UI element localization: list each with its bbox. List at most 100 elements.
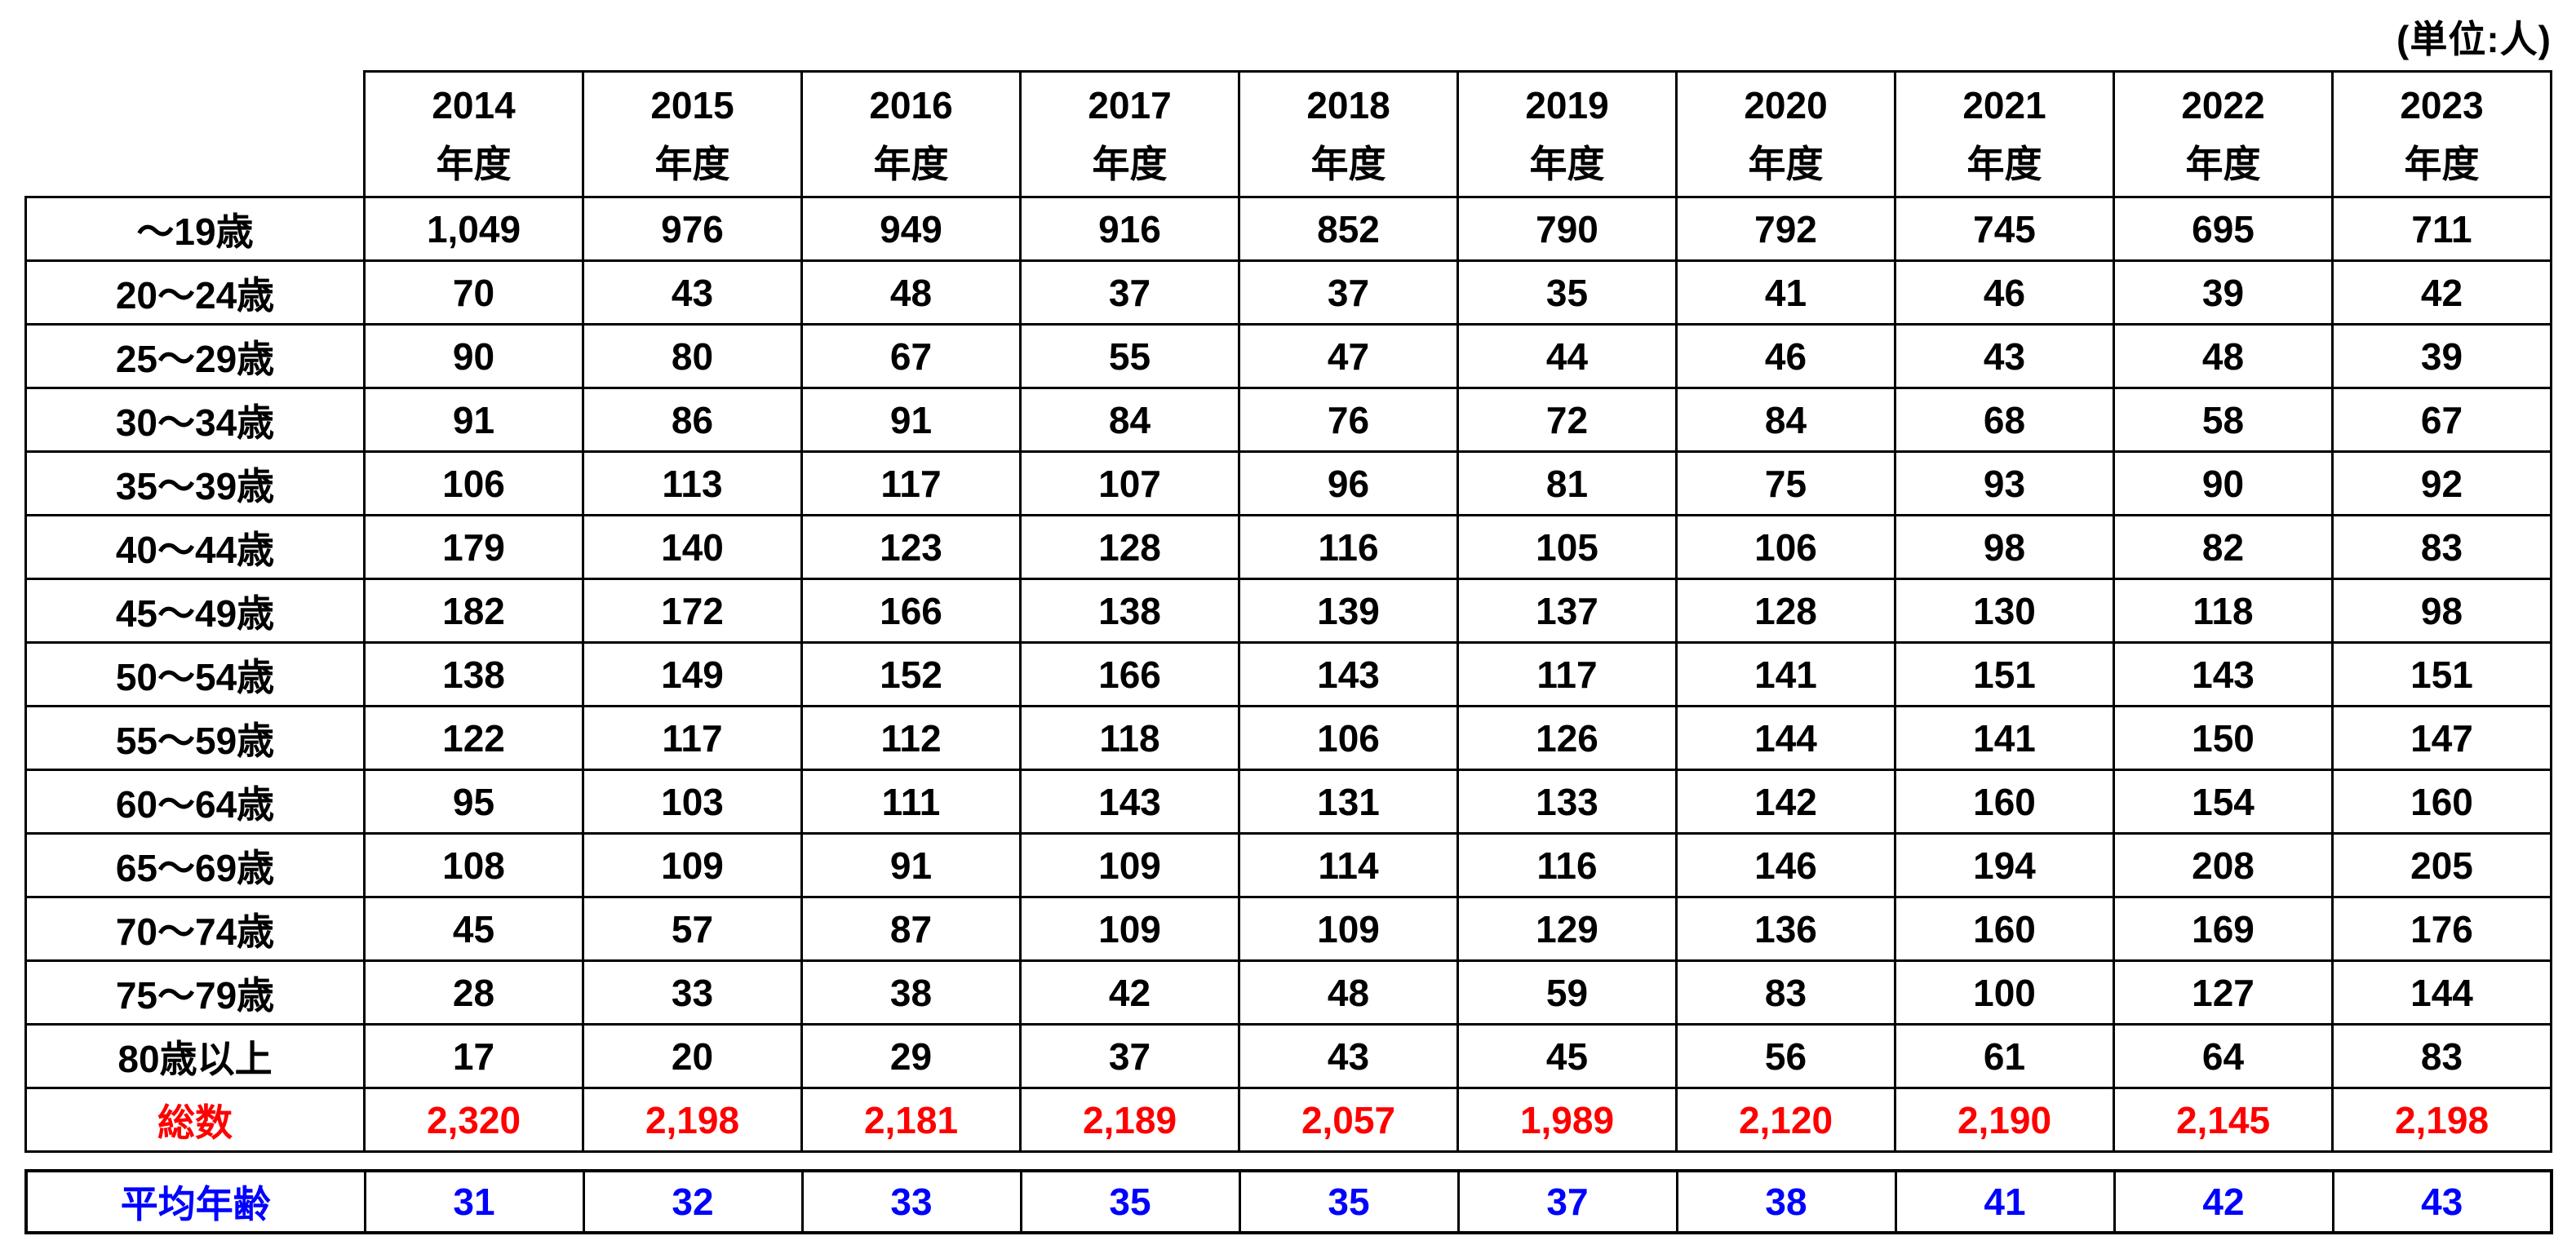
table-cell: 160 bbox=[1894, 769, 2115, 835]
table-cell: 105 bbox=[1456, 514, 1678, 580]
row-label: 20〜24歳 bbox=[24, 259, 366, 326]
table-cell: 144 bbox=[2331, 959, 2552, 1026]
table-cell: 41 bbox=[1894, 1169, 2116, 1234]
table-cell: 109 bbox=[1019, 896, 1240, 962]
col-header-suffix: 年度 bbox=[654, 142, 730, 185]
table-cell: 83 bbox=[2331, 1023, 2552, 1089]
col-header-year: 2020 bbox=[1744, 83, 1828, 126]
table-cell: 68 bbox=[1894, 387, 2115, 453]
total-row: 総数 2,320 2,198 2,181 2,189 2,057 1,989 2,120 2,1… bbox=[24, 1087, 2552, 1153]
table-cell: 152 bbox=[800, 641, 1022, 707]
table-cell: 91 bbox=[800, 387, 1022, 453]
table-cell: 117 bbox=[582, 705, 803, 771]
table-cell: 116 bbox=[1238, 514, 1459, 580]
table-cell: 790 bbox=[1456, 196, 1678, 262]
age-row: 60〜64歳 95 103 111 143 131 133 142 160 154 160 bbox=[24, 769, 2552, 835]
row-label: 25〜29歳 bbox=[24, 323, 366, 389]
table-cell: 194 bbox=[1894, 832, 2115, 898]
age-row: 80歳以上 17 20 29 37 43 45 56 61 64 83 bbox=[24, 1023, 2552, 1089]
table-cell: 41 bbox=[1675, 259, 1896, 326]
row-label: 55〜59歳 bbox=[24, 705, 366, 771]
row-label: 70〜74歳 bbox=[24, 896, 366, 962]
table-cell: 1,049 bbox=[363, 196, 584, 262]
table-cell: 133 bbox=[1456, 769, 1678, 835]
table-cell: 38 bbox=[800, 959, 1022, 1026]
table-cell: 37 bbox=[1019, 1023, 1240, 1089]
col-header-2016: 2016 年度 bbox=[800, 70, 1022, 198]
table-cell: 2,181 bbox=[800, 1087, 1022, 1153]
table-cell: 111 bbox=[800, 769, 1022, 835]
col-header-year: 2021 bbox=[1962, 83, 2046, 126]
age-row: 40〜44歳 179 140 123 128 116 105 106 98 82 83 bbox=[24, 514, 2552, 580]
row-label: 60〜64歳 bbox=[24, 769, 366, 835]
table-cell: 137 bbox=[1456, 578, 1678, 644]
table-cell: 147 bbox=[2331, 705, 2552, 771]
table-cell: 57 bbox=[582, 896, 803, 962]
table-cell: 116 bbox=[1456, 832, 1678, 898]
table-cell: 127 bbox=[2113, 959, 2334, 1026]
table-cell: 39 bbox=[2331, 323, 2552, 389]
table-cell: 151 bbox=[1894, 641, 2115, 707]
table-cell: 37 bbox=[1456, 1169, 1678, 1234]
col-header-year: 2018 bbox=[1306, 83, 1390, 126]
table-cell: 81 bbox=[1456, 450, 1678, 516]
age-row: 70〜74歳 45 57 87 109 109 129 136 160 169 176 bbox=[24, 896, 2552, 962]
age-distribution-table: 2014 年度 2015 年度 2016 年度 2017 年度 2018 年度 2019 年度 2020… bbox=[24, 70, 2552, 1153]
table-cell: 90 bbox=[363, 323, 584, 389]
table-cell: 45 bbox=[363, 896, 584, 962]
table-cell: 2,320 bbox=[363, 1087, 584, 1153]
col-header-2018: 2018 年度 bbox=[1238, 70, 1459, 198]
table-cell: 151 bbox=[2331, 641, 2552, 707]
table-cell: 17 bbox=[363, 1023, 584, 1089]
table-cell: 205 bbox=[2331, 832, 2552, 898]
col-header-year: 2017 bbox=[1088, 83, 1172, 126]
table-cell: 138 bbox=[1019, 578, 1240, 644]
table-cell: 916 bbox=[1019, 196, 1240, 262]
col-header-suffix: 年度 bbox=[1529, 142, 1605, 185]
table-cell: 44 bbox=[1456, 323, 1678, 389]
row-label: 80歳以上 bbox=[24, 1023, 366, 1089]
table-cell: 47 bbox=[1238, 323, 1459, 389]
col-header-suffix: 年度 bbox=[2404, 142, 2480, 185]
table-cell: 128 bbox=[1019, 514, 1240, 580]
col-header-year: 2016 bbox=[869, 83, 953, 126]
table-cell: 166 bbox=[800, 578, 1022, 644]
table-cell: 182 bbox=[363, 578, 584, 644]
row-label: 平均年齢 bbox=[24, 1169, 366, 1234]
table-cell: 112 bbox=[800, 705, 1022, 771]
age-row: 45〜49歳 182 172 166 138 139 137 128 130 118 98 bbox=[24, 578, 2552, 644]
table-cell: 976 bbox=[582, 196, 803, 262]
table-cell: 852 bbox=[1238, 196, 1459, 262]
table-cell: 130 bbox=[1894, 578, 2115, 644]
table-cell: 20 bbox=[582, 1023, 803, 1089]
row-label: 75〜79歳 bbox=[24, 959, 366, 1026]
table-cell: 67 bbox=[800, 323, 1022, 389]
table-cell: 1,989 bbox=[1456, 1087, 1678, 1153]
table-cell: 46 bbox=[1675, 323, 1896, 389]
table-cell: 144 bbox=[1675, 705, 1896, 771]
table-cell: 106 bbox=[1238, 705, 1459, 771]
table-cell: 56 bbox=[1675, 1023, 1896, 1089]
table-cell: 83 bbox=[2331, 514, 2552, 580]
table-cell: 139 bbox=[1238, 578, 1459, 644]
table-cell: 118 bbox=[2113, 578, 2334, 644]
table-cell: 792 bbox=[1675, 196, 1896, 262]
table-cell: 86 bbox=[582, 387, 803, 453]
table-cell: 140 bbox=[582, 514, 803, 580]
table-cell: 64 bbox=[2113, 1023, 2334, 1089]
table-cell: 103 bbox=[582, 769, 803, 835]
table-cell: 82 bbox=[2113, 514, 2334, 580]
table-cell: 122 bbox=[363, 705, 584, 771]
table-header: 2014 年度 2015 年度 2016 年度 2017 年度 2018 年度 2019 年度 2020… bbox=[26, 70, 2552, 198]
table-cell: 98 bbox=[1894, 514, 2115, 580]
table-cell: 117 bbox=[1456, 641, 1678, 707]
col-header-2015: 2015 年度 bbox=[582, 70, 803, 198]
age-row: 75〜79歳 28 33 38 42 48 59 83 100 127 144 bbox=[24, 959, 2552, 1026]
table-cell: 142 bbox=[1675, 769, 1896, 835]
table-cell: 80 bbox=[582, 323, 803, 389]
table-cell: 106 bbox=[1675, 514, 1896, 580]
col-header-suffix: 年度 bbox=[436, 142, 512, 185]
table-cell: 117 bbox=[800, 450, 1022, 516]
age-row: 25〜29歳 90 80 67 55 47 44 46 43 48 39 bbox=[24, 323, 2552, 389]
